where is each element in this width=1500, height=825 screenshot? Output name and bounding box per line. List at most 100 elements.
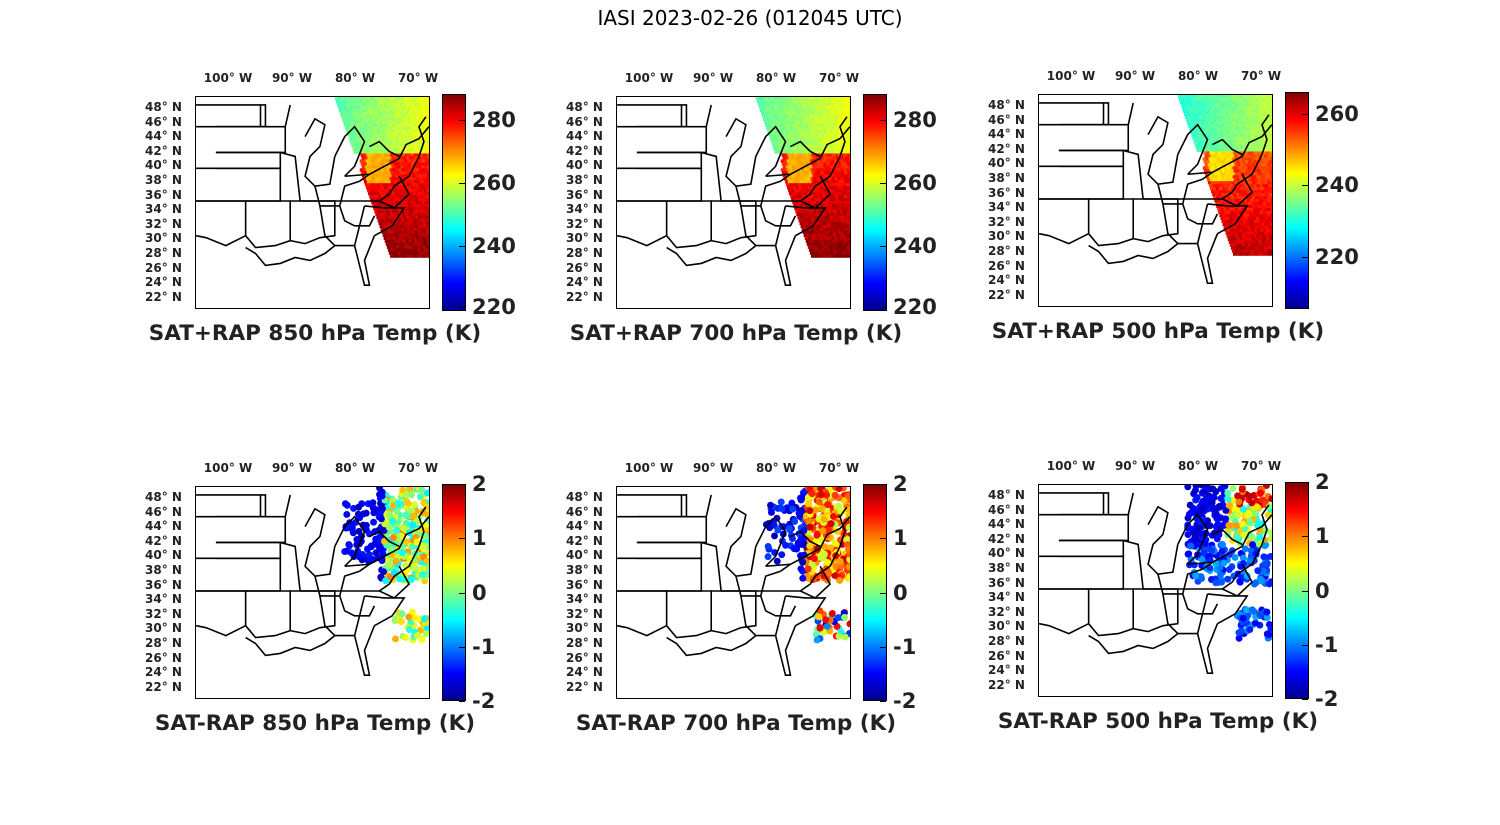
swath-pixel (793, 102, 797, 107)
swath-pixel (1262, 175, 1266, 179)
swath-pixel (414, 129, 418, 133)
swath-pixel (1223, 97, 1227, 102)
swath-pixel (1240, 190, 1245, 194)
swath-pixel (807, 245, 812, 249)
swath-pixel (824, 105, 828, 110)
swath-pixel (1246, 249, 1251, 253)
swath-pixel (1220, 115, 1224, 120)
swath-pixel (805, 111, 809, 116)
swath-pixel (1205, 175, 1210, 179)
swath-pixel (1268, 175, 1272, 179)
swath-pixel (1270, 190, 1272, 194)
swath-pixel (409, 165, 413, 169)
swath-pixel (828, 168, 832, 172)
swath-pixel (1235, 139, 1239, 143)
swath-pixel (839, 165, 843, 169)
swath-pixel (836, 215, 840, 220)
colorbar-tick-label: 1 (459, 526, 487, 551)
swath-pixel (380, 186, 385, 190)
swath-pixel (795, 201, 799, 205)
swath-pixel (1218, 187, 1223, 191)
swath-pixel (1257, 219, 1261, 224)
swath-pixel (1236, 136, 1241, 140)
swath-pixel (1214, 184, 1219, 188)
swath-pixel (807, 218, 811, 223)
swath-pixel (845, 192, 849, 196)
swath-pixel (399, 147, 404, 151)
swath-pixel (386, 186, 391, 190)
swath-pixel (820, 129, 825, 133)
swath-pixel (806, 156, 810, 160)
swath-pixel (814, 239, 818, 243)
swath-pixel (420, 230, 424, 235)
swath-pixel (1225, 112, 1229, 117)
swath-pixel (390, 111, 394, 116)
swath-pixel (798, 159, 802, 163)
swath-pixel (1256, 115, 1260, 120)
swath-pixel (1224, 127, 1229, 131)
swath-pixel (804, 177, 808, 181)
swath-pixel (811, 221, 815, 226)
swath-pixel (1195, 127, 1199, 131)
swath-pixel (1241, 193, 1246, 197)
swath-pixel (1226, 207, 1230, 212)
swath-pixel (355, 123, 360, 128)
swath-pixel (416, 212, 421, 217)
swath-pixel (1244, 106, 1248, 111)
swath-pixel (833, 141, 838, 145)
swath-pixel (1229, 133, 1234, 137)
swath-point (818, 505, 826, 513)
swath-pixel (1250, 124, 1254, 128)
swath-pixel (383, 126, 388, 130)
swath-pixel (1186, 103, 1191, 108)
swath-pixel (784, 111, 789, 116)
swath-pixel (1224, 118, 1229, 123)
us-state-map (196, 487, 429, 677)
state-boundary (1039, 102, 1110, 126)
swath-pixel (837, 227, 841, 232)
latitude-label: 32° N (566, 606, 603, 621)
swath-pixel (365, 132, 369, 136)
swath-pixel (416, 203, 421, 208)
swath-pixel (427, 132, 429, 136)
swath-pixel (1269, 219, 1272, 224)
state-boundary (680, 104, 712, 127)
swath-pixel (1267, 181, 1271, 185)
state-boundary (666, 244, 757, 267)
swath-pixel (822, 186, 826, 190)
swath-pixel (817, 120, 821, 125)
swath-pixel (413, 168, 417, 172)
state-boundary (755, 125, 787, 177)
swath-pixel (838, 206, 843, 211)
swath-pixel (370, 129, 374, 133)
swath-pixel (419, 195, 423, 199)
swath-pixel (1230, 142, 1234, 146)
state-boundary (725, 117, 757, 187)
swath-pixel (848, 209, 850, 214)
swath-pixel (376, 192, 381, 196)
swath-pixel (1218, 201, 1222, 206)
swath-pixel (1231, 249, 1236, 253)
state-boundary (721, 185, 816, 202)
swath-pixel (1252, 95, 1256, 99)
swath-pixel (789, 132, 793, 136)
swath-pixel (1234, 145, 1238, 149)
swath-pixel (775, 102, 779, 107)
swath-pixel (797, 165, 801, 169)
swath-pixel (795, 209, 799, 214)
swath-pixel (398, 186, 402, 190)
swath-pixel (1210, 112, 1215, 117)
swath-pixel (775, 135, 779, 139)
swath-pixel (422, 126, 426, 130)
swath-pixel (795, 177, 799, 181)
swath-pixel (1252, 222, 1256, 227)
swath-pixel (1204, 172, 1209, 176)
swath-pixel (1263, 237, 1267, 241)
swath-pixel (394, 132, 399, 136)
swath-pixel (370, 183, 375, 187)
swath-pixel (1211, 184, 1216, 188)
swath-pixel (1201, 95, 1205, 99)
swath-pixel (409, 192, 413, 196)
swath-pixel (1221, 201, 1225, 206)
swath-pixel (830, 114, 834, 119)
